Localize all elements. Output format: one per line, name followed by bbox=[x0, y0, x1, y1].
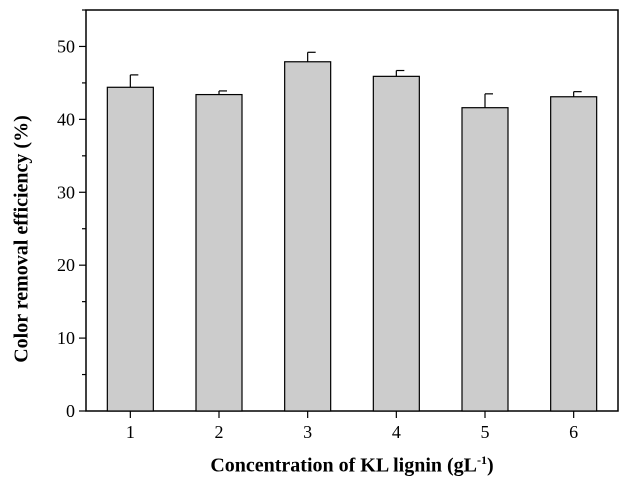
bar bbox=[195, 93, 243, 412]
y-tick-label: 50 bbox=[57, 36, 75, 56]
y-tick-label: 20 bbox=[57, 255, 75, 275]
x-tick-label: 4 bbox=[392, 422, 401, 442]
x-tick-label: 3 bbox=[303, 422, 312, 442]
x-tick-label: 1 bbox=[126, 422, 135, 442]
bar bbox=[106, 86, 154, 412]
y-axis-label: Color removal efficiency (%) bbox=[10, 115, 33, 363]
bar bbox=[284, 61, 332, 412]
x-tick-label: 2 bbox=[215, 422, 224, 442]
bar bbox=[550, 96, 598, 412]
x-tick-label: 6 bbox=[569, 422, 578, 442]
bar bbox=[372, 75, 420, 412]
y-tick-label: 30 bbox=[57, 182, 75, 202]
y-tick-label: 0 bbox=[66, 401, 75, 421]
bar bbox=[461, 107, 509, 412]
y-tick-label: 10 bbox=[57, 328, 75, 348]
x-tick-label: 5 bbox=[481, 422, 490, 442]
x-axis-label: Concentration of KL lignin (gL-1) bbox=[210, 453, 494, 477]
y-tick-label: 40 bbox=[57, 109, 75, 129]
plot-frame bbox=[85, 9, 619, 412]
